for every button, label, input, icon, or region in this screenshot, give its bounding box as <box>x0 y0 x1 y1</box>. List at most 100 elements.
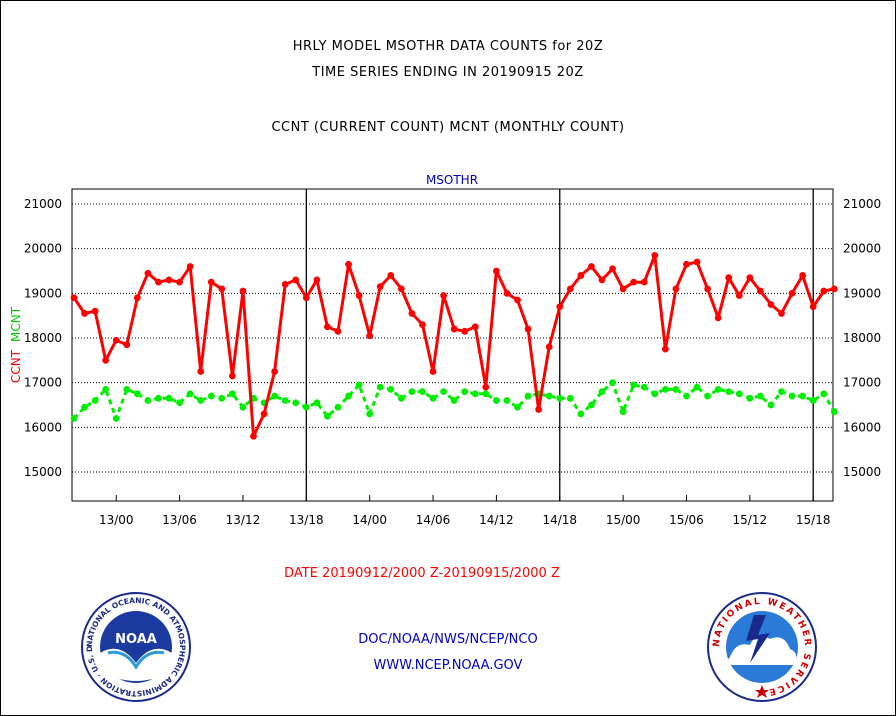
day-dividers <box>305 189 814 501</box>
point-mcnt <box>799 392 807 400</box>
x-tick-label: 14/00 <box>352 513 387 527</box>
point-ccnt <box>830 285 838 293</box>
point-ccnt <box>292 276 300 284</box>
point-mcnt <box>176 399 184 407</box>
point-ccnt <box>387 272 395 279</box>
point-mcnt <box>788 392 796 400</box>
point-mcnt <box>661 385 669 393</box>
point-ccnt <box>186 263 194 270</box>
point-ccnt <box>102 356 110 364</box>
point-mcnt <box>144 397 152 404</box>
point-mcnt <box>292 399 300 407</box>
point-ccnt <box>609 265 616 273</box>
point-ccnt <box>524 325 532 333</box>
point-ccnt <box>313 276 321 284</box>
y-axis-label: CCNT MCNT <box>9 306 23 383</box>
point-mcnt <box>345 392 352 400</box>
point-mcnt <box>123 385 131 393</box>
chart-title-line1: HRLY MODEL MSOTHR DATA COUNTS for 20Z <box>292 39 604 54</box>
y-tick-label-right: 15000 <box>843 465 881 479</box>
point-ccnt <box>112 336 120 344</box>
point-mcnt <box>324 412 331 420</box>
y-tick-label-left: 18000 <box>24 331 62 345</box>
point-mcnt <box>366 410 374 418</box>
point-ccnt <box>725 274 733 282</box>
point-mcnt <box>524 392 532 400</box>
point-mcnt <box>112 414 120 422</box>
point-mcnt <box>651 390 659 398</box>
point-mcnt <box>471 390 479 398</box>
point-mcnt <box>598 388 606 395</box>
url-link[interactable]: WWW.NCEP.NOAA.GOV <box>373 658 523 673</box>
point-ccnt <box>133 294 141 302</box>
point-mcnt <box>91 397 99 404</box>
point-ccnt <box>334 327 342 335</box>
point-mcnt <box>735 390 743 398</box>
point-ccnt <box>281 280 289 288</box>
point-ccnt <box>123 341 131 349</box>
point-ccnt <box>197 368 205 375</box>
chart-title-line2: TIME SERIES ENDING IN 20190915 20Z <box>312 65 584 80</box>
point-mcnt <box>767 401 775 409</box>
point-ccnt <box>704 285 711 293</box>
point-ccnt <box>450 325 458 333</box>
y-tick-label-right: 21000 <box>843 197 881 211</box>
x-tick-label: 15/06 <box>669 513 704 527</box>
point-mcnt <box>197 397 205 404</box>
point-ccnt <box>155 278 162 286</box>
point-ccnt <box>144 269 152 277</box>
noaa-logo-text: NOAA <box>115 632 157 647</box>
point-ccnt <box>820 287 828 295</box>
point-mcnt <box>70 414 78 422</box>
point-ccnt <box>514 296 521 304</box>
y-tick-label-left: 17000 <box>24 376 62 390</box>
y-tick-label-left: 16000 <box>24 420 62 434</box>
point-ccnt <box>693 258 701 266</box>
point-ccnt <box>683 260 690 268</box>
point-mcnt <box>133 390 141 398</box>
point-mcnt <box>450 397 458 404</box>
point-mcnt <box>461 388 469 395</box>
point-ccnt <box>672 285 680 293</box>
point-ccnt <box>324 323 331 331</box>
x-tick-label: 13/18 <box>289 513 324 527</box>
point-ccnt <box>746 274 754 282</box>
point-ccnt <box>598 276 606 284</box>
point-mcnt <box>397 394 405 402</box>
point-ccnt <box>408 310 416 317</box>
point-mcnt <box>714 385 722 393</box>
point-mcnt <box>778 388 785 395</box>
point-mcnt <box>313 399 321 407</box>
point-ccnt <box>735 292 743 299</box>
point-ccnt <box>302 294 310 302</box>
point-mcnt <box>429 394 437 402</box>
point-ccnt <box>207 278 215 286</box>
point-mcnt <box>440 388 447 395</box>
y-tick-label-left: 21000 <box>24 197 62 211</box>
point-ccnt <box>70 294 78 302</box>
point-ccnt <box>376 283 384 291</box>
point-ccnt <box>535 406 543 413</box>
point-mcnt <box>155 394 162 402</box>
point-ccnt <box>366 332 374 340</box>
point-ccnt <box>91 307 99 315</box>
point-mcnt <box>387 385 395 393</box>
point-ccnt <box>461 327 469 335</box>
plot-border <box>71 188 834 502</box>
y-tick-label-left: 20000 <box>24 242 62 256</box>
series-group <box>70 251 838 440</box>
point-mcnt <box>809 397 817 404</box>
date-range: DATE 20190912/2000 Z-20190915/2000 Z <box>284 566 560 581</box>
x-axis-ticks: 13/00 13/06 13/12 13/18 14/00 14/06 14/12 14/18… <box>99 495 830 527</box>
point-ccnt <box>239 287 247 295</box>
point-mcnt <box>725 388 733 395</box>
point-mcnt <box>81 403 88 411</box>
point-ccnt <box>250 432 257 440</box>
x-tick-label: 14/12 <box>479 513 514 527</box>
x-tick-label: 15/12 <box>733 513 768 527</box>
point-mcnt <box>746 394 754 402</box>
point-mcnt <box>165 394 173 402</box>
point-mcnt <box>229 390 236 398</box>
point-mcnt <box>239 403 247 411</box>
point-ccnt <box>345 260 352 268</box>
